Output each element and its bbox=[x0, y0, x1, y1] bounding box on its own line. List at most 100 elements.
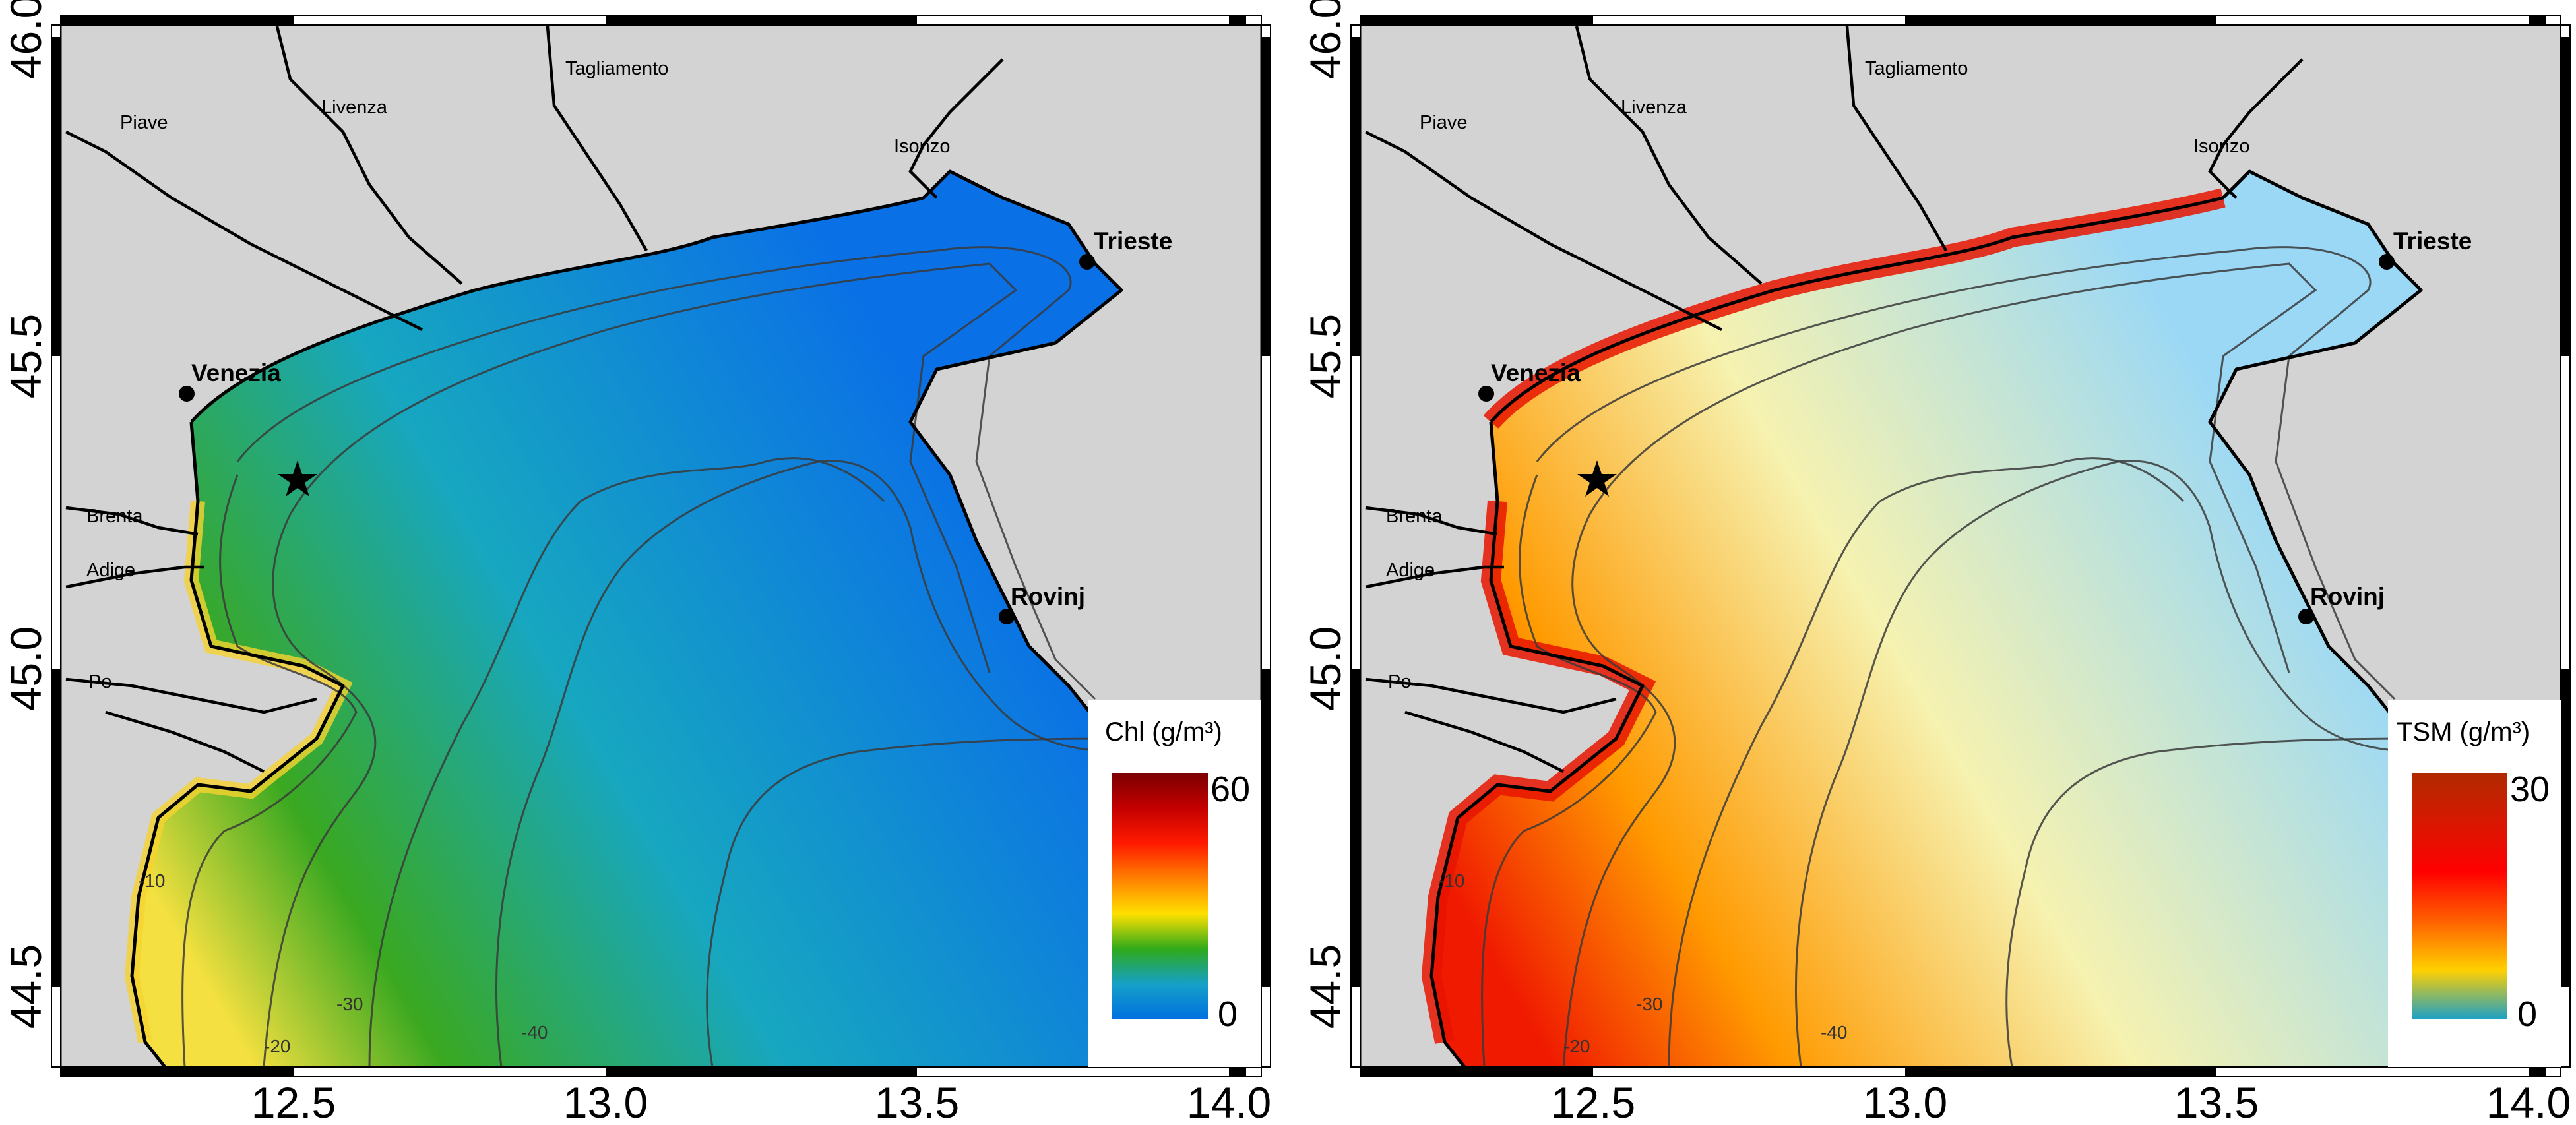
x-tick-label: 12.5 bbox=[251, 1078, 336, 1125]
city-marker-venezia bbox=[1478, 386, 1494, 402]
city-marker-trieste bbox=[1079, 254, 1095, 270]
x-tick-label: 14.0 bbox=[1187, 1078, 1271, 1125]
colorbar-max-label: 30 bbox=[2510, 770, 2550, 809]
colorbar: Chl (g/m³) 60 0 bbox=[1088, 700, 1261, 1067]
river-po-branch bbox=[105, 710, 265, 774]
y-tick-label: 46.0 bbox=[1, 0, 50, 79]
river-label-adige: Adige bbox=[1386, 560, 1435, 581]
isobath-50 bbox=[2005, 737, 2422, 1067]
isobath-20 bbox=[1588, 262, 2317, 673]
city-label-rovinj: Rovinj bbox=[1011, 583, 1085, 610]
river-label-brenta: Brenta bbox=[1386, 506, 1443, 527]
city-marker-trieste bbox=[2379, 254, 2395, 270]
sea-area bbox=[1431, 171, 2561, 1067]
station-star-marker bbox=[278, 460, 317, 497]
colorbar-min-label: 0 bbox=[1218, 994, 1238, 1034]
river-label-isonzo: Isonzo bbox=[2193, 136, 2249, 157]
isobath-30 bbox=[1668, 457, 2185, 1067]
isobath-50 bbox=[706, 737, 1122, 1067]
y-tick-label: 44.5 bbox=[1301, 944, 1350, 1029]
river-livenza-line bbox=[275, 26, 463, 285]
river-label-po: Po bbox=[88, 671, 111, 692]
y-tick-label: 45.5 bbox=[1301, 314, 1350, 398]
river-adige-line bbox=[1365, 565, 1504, 589]
river-isonzo-line bbox=[2208, 58, 2304, 199]
depth-label: -30 bbox=[1636, 994, 1662, 1014]
isobath-20 bbox=[289, 262, 1018, 673]
coastline bbox=[190, 169, 1123, 734]
depth-label: -20 bbox=[264, 1036, 290, 1056]
colorbar-gradient bbox=[2412, 773, 2507, 1019]
river-label-livenza: Livenza bbox=[1621, 97, 1687, 118]
city-label-trieste: Trieste bbox=[1094, 228, 1172, 255]
river-isonzo-line bbox=[908, 58, 1004, 199]
coastline bbox=[1490, 169, 2423, 734]
river-label-po: Po bbox=[1388, 671, 1411, 692]
station-star-marker bbox=[1577, 460, 1617, 497]
city-label-rovinj: Rovinj bbox=[2310, 583, 2385, 610]
colorbar-max-label: 60 bbox=[1210, 770, 1250, 809]
river-po-branch bbox=[1404, 710, 1565, 774]
colorbar: TSM (g/m³) 30 0 bbox=[2388, 700, 2561, 1067]
river-brenta-line bbox=[1365, 506, 1498, 536]
isobath-30 bbox=[368, 457, 885, 1067]
sea-area bbox=[132, 171, 1261, 1067]
river-label-isonzo: Isonzo bbox=[894, 136, 950, 157]
colorbar-gradient bbox=[1112, 773, 1208, 1019]
city-marker-rovinj bbox=[2298, 609, 2314, 624]
y-tick-label: 44.5 bbox=[1, 944, 50, 1029]
depth-label: -30 bbox=[336, 994, 363, 1014]
river-adige-line bbox=[65, 565, 204, 589]
x-tick-label: 13.0 bbox=[1863, 1078, 1947, 1125]
city-label-venezia: Venezia bbox=[1491, 359, 1581, 386]
river-label-tagliamento: Tagliamento bbox=[1865, 58, 1968, 79]
river-label-piave: Piave bbox=[120, 112, 168, 133]
y-tick-label: 46.0 bbox=[1301, 0, 1350, 79]
river-piave-line bbox=[65, 130, 424, 332]
city-label-venezia: Venezia bbox=[191, 359, 281, 386]
isobath-10-south bbox=[181, 474, 358, 1067]
isobath-10 bbox=[1536, 246, 2396, 700]
y-tick-label: 45.5 bbox=[1, 314, 50, 398]
river-tagliamento-line bbox=[1845, 26, 1947, 252]
river-po-line bbox=[65, 677, 317, 714]
depth-label: -20 bbox=[1563, 1036, 1590, 1056]
isobath-10 bbox=[236, 246, 1096, 700]
river-livenza-line bbox=[1575, 26, 1763, 285]
river-label-tagliamento: Tagliamento bbox=[565, 58, 668, 79]
isobath-20-south bbox=[1562, 514, 1676, 1067]
city-marker-venezia bbox=[179, 386, 195, 402]
city-marker-rovinj bbox=[999, 609, 1015, 624]
isobath-20-south bbox=[263, 514, 377, 1067]
river-label-livenza: Livenza bbox=[321, 97, 388, 118]
isobath-40 bbox=[495, 460, 1261, 1067]
border-scale-bars bbox=[1350, 15, 2571, 1077]
river-label-piave: Piave bbox=[1420, 112, 1468, 133]
river-label-adige: Adige bbox=[86, 560, 135, 581]
coastline-west bbox=[130, 421, 345, 1067]
river-piave-line bbox=[1364, 130, 1723, 332]
tsm-map-panel: 12.5 13.0 13.5 14.0 46.0 45.5 45.0 44.5 … bbox=[1301, 0, 2571, 1125]
x-tick-label: 14.0 bbox=[2486, 1078, 2571, 1125]
coastline-west bbox=[1429, 421, 1645, 1067]
y-tick-label: 45.0 bbox=[1301, 626, 1350, 711]
x-tick-label: 13.0 bbox=[563, 1078, 648, 1125]
city-label-trieste: Trieste bbox=[2393, 228, 2472, 255]
border-scale-bars bbox=[51, 15, 1271, 1077]
colorbar-min-label: 0 bbox=[2517, 994, 2537, 1034]
depth-label: -10 bbox=[1438, 870, 1464, 891]
depth-label: -40 bbox=[521, 1022, 548, 1043]
y-tick-label: 45.0 bbox=[1, 626, 50, 711]
colorbar-title: TSM (g/m³) bbox=[2397, 717, 2530, 746]
river-po-line bbox=[1365, 677, 1617, 714]
x-tick-label: 12.5 bbox=[1551, 1078, 1635, 1125]
isobath-10-south bbox=[1481, 474, 1657, 1067]
river-brenta-line bbox=[65, 506, 199, 536]
depth-label: -40 bbox=[1821, 1022, 1847, 1043]
depth-label: -10 bbox=[139, 870, 165, 891]
river-label-brenta: Brenta bbox=[86, 506, 143, 527]
colorbar-title: Chl (g/m³) bbox=[1105, 717, 1222, 746]
isobath-40 bbox=[1795, 460, 2561, 1067]
chl-map-panel: 12.5 13.0 13.5 14.0 46.0 45.5 45.0 44.5 … bbox=[1, 0, 1271, 1125]
river-tagliamento-line bbox=[546, 26, 648, 252]
